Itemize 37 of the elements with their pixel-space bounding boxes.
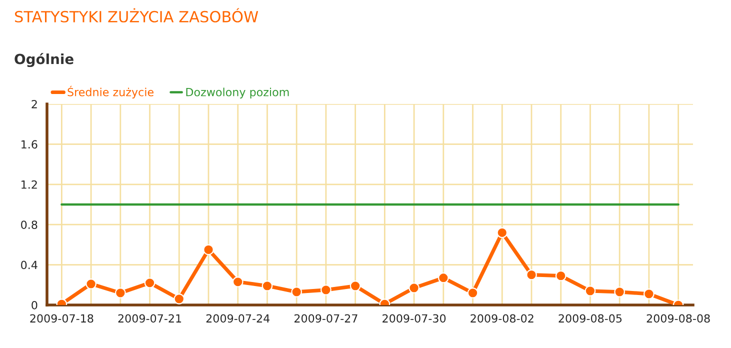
- x-tick-label: 2009-08-05: [558, 314, 622, 323]
- point: [526, 269, 537, 280]
- point: [438, 272, 449, 284]
- point: [644, 288, 654, 300]
- chart-subtitle: Ogólnie: [14, 52, 74, 68]
- point: [203, 244, 214, 256]
- x-tick-label: 2009-08-08: [646, 314, 710, 323]
- point: [555, 270, 566, 282]
- point: [174, 294, 185, 304]
- point: [408, 282, 420, 294]
- point: [262, 280, 273, 292]
- legend-label: Średnie zużycie: [68, 86, 154, 98]
- y-tick-label: 2: [32, 100, 37, 108]
- x-tick-label: 2009-08-02: [470, 314, 534, 323]
- point: [350, 280, 361, 292]
- point: [232, 276, 244, 288]
- y-tick-label: 0: [32, 300, 38, 310]
- x-tick-label: 2009-07-24: [206, 314, 270, 323]
- x-tick-label: 2009-07-21: [118, 314, 182, 323]
- y-tick-label: 0.4: [21, 260, 38, 270]
- point: [320, 284, 332, 296]
- point: [291, 286, 302, 298]
- point: [144, 277, 156, 288]
- x-tick-label: 2009-07-27: [294, 314, 358, 323]
- point: [86, 278, 96, 290]
- y-tick-label: 1.2: [22, 180, 37, 189]
- legend-label: Dozwolony poziom: [186, 88, 289, 98]
- x-tick-label: 2009-07-18: [30, 314, 94, 323]
- point: [114, 288, 126, 298]
- point: [467, 288, 478, 298]
- chart-title: STATYSTYKI ZUŻYCIA ZASOBÓW: [15, 8, 258, 22]
- y-tick-label: 1.6: [22, 140, 38, 149]
- point: [614, 286, 626, 298]
- x-tick-label: 2009-07-30: [382, 314, 446, 323]
- y-tick-label: 0.8: [21, 220, 38, 229]
- point: [584, 286, 596, 296]
- point: [496, 227, 508, 238]
